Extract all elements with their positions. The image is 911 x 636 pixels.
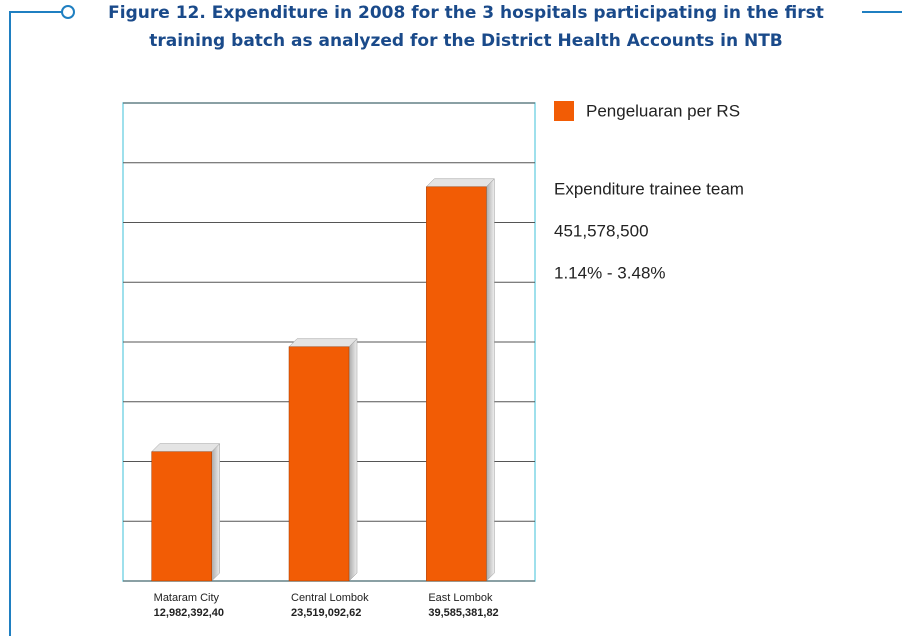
value-label: 23,519,092,62 — [291, 607, 361, 619]
x-tick-label: Mataram City — [154, 592, 220, 604]
bar-side — [348, 338, 358, 582]
bar — [288, 346, 350, 582]
frame-circle — [61, 5, 75, 19]
bar-side — [486, 178, 495, 582]
bar-top — [425, 178, 495, 188]
x-tick-label: Central Lombok — [291, 592, 369, 604]
bar-top — [288, 338, 358, 348]
value-label: 39,585,381,82 — [428, 607, 498, 619]
value-label: 12,982,392,40 — [154, 607, 224, 619]
bar-top — [151, 443, 221, 452]
annotation: 1.14% - 3.48% — [554, 263, 666, 282]
chart-title: Figure 12. Expenditure in 2008 for the 3… — [108, 3, 824, 23]
bar-side — [211, 443, 220, 582]
x-tick-label: East Lombok — [428, 592, 493, 604]
legend-label: Pengeluaran per RS — [586, 101, 740, 120]
bar — [151, 451, 212, 582]
chart-title: training batch as analyzed for the Distr… — [149, 31, 783, 51]
legend-swatch — [554, 101, 574, 121]
annotation: 451,578,500 — [554, 221, 649, 240]
annotation: Expenditure trainee team — [554, 179, 744, 198]
bar — [426, 186, 487, 582]
